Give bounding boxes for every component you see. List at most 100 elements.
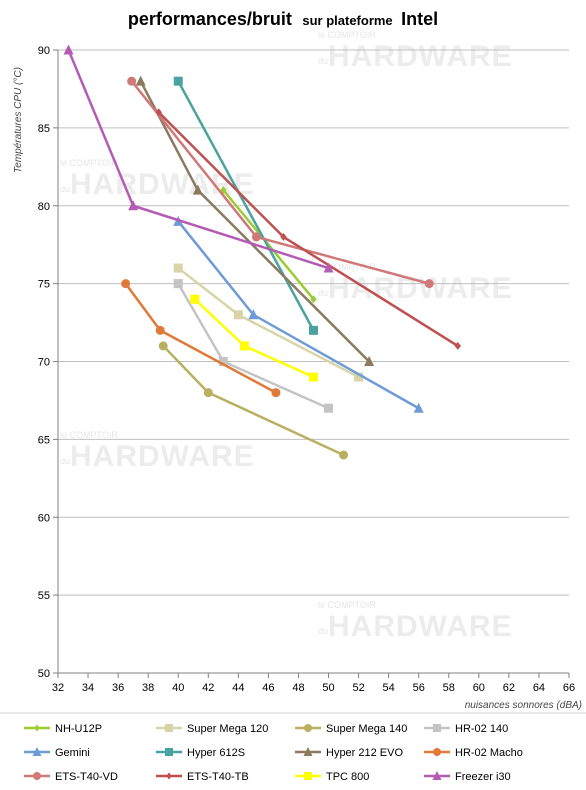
x-tick-label: 66 [563, 682, 575, 694]
x-tick-label: 54 [383, 682, 395, 694]
y-tick-label: 50 [38, 668, 50, 680]
data-point [173, 263, 183, 273]
watermark-line: du [318, 288, 328, 298]
series-hr-02-140 [173, 279, 334, 413]
data-point [233, 310, 243, 320]
x-tick-label: 32 [52, 682, 64, 694]
watermark-line: HARDWARE [70, 440, 255, 473]
legend-marker [166, 772, 172, 780]
legend-entry: TPC 800 [295, 771, 369, 783]
legend-entry: NH-U12P [24, 723, 102, 735]
x-tick-label: 48 [292, 682, 304, 694]
series-super-mega-120 [173, 263, 364, 382]
data-point [155, 108, 162, 117]
legend-marker [32, 747, 42, 756]
data-point [155, 325, 165, 335]
legend-marker [433, 748, 441, 756]
x-tick-label: 64 [533, 682, 545, 694]
watermark-line: du [60, 456, 70, 466]
x-tick-label: 42 [202, 682, 214, 694]
data-point [218, 357, 228, 366]
data-point [135, 75, 146, 86]
series-line [162, 345, 345, 457]
data-point [424, 279, 434, 289]
data-point [310, 295, 317, 304]
data-point [354, 372, 364, 382]
series-hr-02-macho [121, 279, 281, 398]
data-point [248, 309, 259, 320]
legend-label: Super Mega 140 [326, 723, 407, 735]
y-tick-label: 55 [38, 590, 50, 602]
legend-label: TPC 800 [326, 771, 369, 783]
series-freezer-i30 [63, 44, 334, 273]
legend-marker [303, 747, 313, 756]
watermark-line: HARDWARE [328, 610, 513, 643]
legend-entry: Gemini [24, 747, 90, 759]
chart-title-main: performances/bruit [128, 9, 292, 29]
legend-entry: Super Mega 120 [156, 723, 268, 735]
legend-label: Super Mega 120 [187, 723, 268, 735]
x-tick-label: 46 [262, 682, 274, 694]
y-tick-label: 90 [38, 45, 50, 57]
legend-entry: Super Mega 140 [295, 723, 407, 735]
x-tick-label: 58 [443, 682, 455, 694]
data-point [63, 44, 74, 55]
legend-entry: ETS-T40-TB [156, 771, 249, 783]
series-line [177, 80, 315, 331]
legend-marker [34, 724, 40, 732]
data-point [190, 294, 200, 304]
x-tick-label: 60 [473, 682, 485, 694]
legend-entry: Freezer i30 [424, 771, 511, 783]
y-tick-label: 85 [38, 123, 50, 135]
data-point [173, 279, 183, 289]
x-tick-label: 34 [82, 682, 94, 694]
grid [58, 49, 569, 674]
x-axis-label: nuisances sonnores (dBA) [465, 700, 582, 711]
series-ets-t40-vd [127, 76, 434, 289]
chart-title-sub: sur plateforme [302, 13, 392, 28]
series-group [63, 44, 461, 460]
y-tick-label: 70 [38, 357, 50, 369]
x-tick-label: 50 [322, 682, 334, 694]
data-point [251, 232, 261, 242]
legend-label: Gemini [55, 747, 90, 759]
data-point [239, 341, 249, 351]
data-point [158, 341, 168, 351]
y-tick-label: 65 [38, 434, 50, 446]
watermark: le COMPTOIR du HARDWARE [318, 600, 513, 643]
y-axis-label: Températures CPU (°C) [13, 67, 24, 173]
legend-marker [304, 772, 312, 780]
chart-title-platform: Intel [401, 9, 438, 29]
watermark: le COMPTOIR du HARDWARE [60, 430, 255, 473]
watermark: le COMPTOIR du HARDWARE [318, 30, 512, 73]
watermark-line: HARDWARE [328, 272, 513, 305]
legend-entry: HR-02 Macho [424, 747, 523, 759]
x-tick-label: 56 [413, 682, 425, 694]
chart-title: performances/bruit sur plateforme Intel [128, 9, 438, 29]
watermark-line: le COMPTOIR [318, 262, 376, 272]
data-point [339, 450, 349, 460]
watermark-line: le COMPTOIR [60, 158, 118, 168]
y-tick-label: 80 [38, 201, 50, 213]
data-point [203, 388, 213, 398]
watermark-line: le COMPTOIR [60, 430, 118, 440]
legend-marker [165, 724, 173, 732]
legend-marker [33, 772, 41, 780]
data-point [364, 356, 375, 366]
data-point [309, 325, 318, 335]
data-point [323, 262, 334, 273]
data-point [127, 76, 137, 86]
legend-entry: Hyper 212 EVO [295, 747, 403, 759]
data-point [309, 372, 318, 382]
watermark-line: du [318, 626, 328, 636]
data-point [271, 388, 281, 398]
x-tick-label: 62 [503, 682, 515, 694]
y-tick-label: 60 [38, 512, 50, 524]
legend-entry: HR-02 140 [424, 723, 508, 735]
data-point [128, 200, 139, 211]
legend-label: ETS-T40-VD [55, 771, 118, 783]
watermark-line: du [318, 56, 328, 66]
watermark-line: le COMPTOIR [318, 30, 376, 40]
y-tick-label: 75 [38, 279, 50, 291]
